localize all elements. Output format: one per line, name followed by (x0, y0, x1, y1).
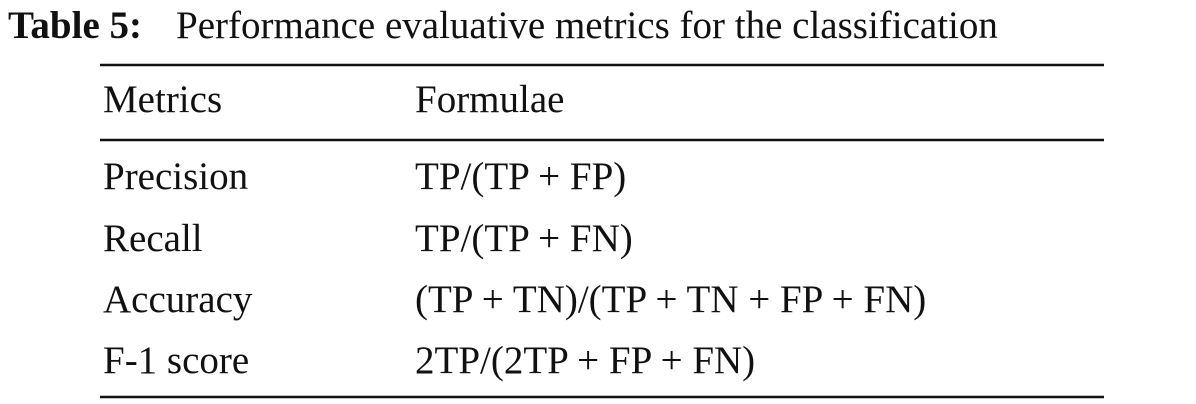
metric-cell: F-1 score (103, 339, 249, 382)
formula-cell: (TP + TN)/(TP + TN + FP + FN) (415, 278, 926, 321)
metric-cell: Precision (103, 155, 248, 198)
header-cell: Metrics (103, 78, 222, 121)
metric-cell: Accuracy (103, 278, 253, 321)
table-body: Metrics Formulae Precision TP/(TP + FP) Reca… (103, 78, 926, 382)
formula-cell: 2TP/(2TP + FP + FN) (415, 339, 755, 382)
metric-cell: Recall (103, 217, 203, 260)
formula-cell: TP/(TP + FP) (415, 155, 626, 198)
caption-text: Performance evaluative metrics for the c… (176, 4, 998, 47)
caption-label: Table 5: (8, 4, 142, 47)
header-cell: Formulae (415, 78, 564, 121)
formula-cell: TP/(TP + FN) (415, 217, 633, 260)
